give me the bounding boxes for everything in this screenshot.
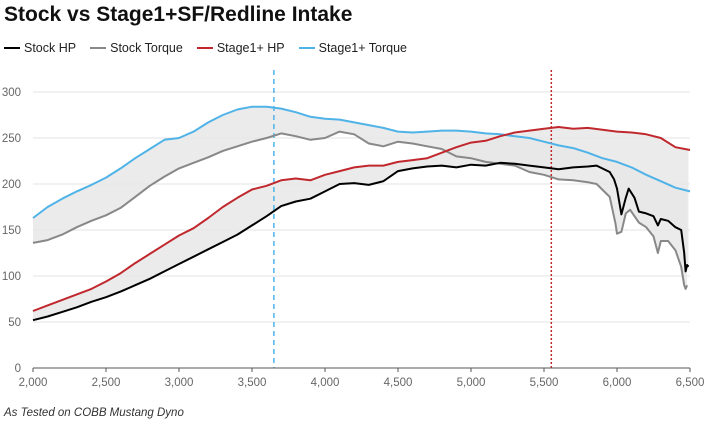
- series-line-stage1-hp: [32, 126, 691, 312]
- legend-item-stock-torque: Stock Torque: [90, 41, 183, 55]
- x-tick-label-3500: 3,500: [238, 377, 267, 389]
- x-tick-label-6500: 6,500: [676, 377, 705, 389]
- band-1: [33, 106, 688, 289]
- x-tick-label-6000: 6,000: [603, 377, 632, 389]
- x-tick-label-2500: 2,500: [92, 377, 121, 389]
- legend-label-stage1-torque: Stage1+ Torque: [318, 41, 407, 55]
- source-note: As Tested on COBB Mustang Dyno: [4, 407, 184, 419]
- series-lines: [32, 105, 691, 322]
- y-tick-label-300: 300: [2, 87, 21, 99]
- x-tick-label-4000: 4,000: [311, 377, 340, 389]
- x-tick-label-3000: 3,000: [165, 377, 194, 389]
- legend-item-stage1-hp: Stage1+ HP: [196, 41, 285, 55]
- legend-label-stage1-hp: Stage1+ HP: [216, 41, 285, 55]
- x-tick-label-5000: 5,000: [457, 377, 486, 389]
- shaded-bands: [33, 106, 689, 321]
- x-tick-label-2000: 2,000: [19, 377, 48, 389]
- reference-lines: [273, 70, 553, 368]
- legend-item-stage1-torque: Stage1+ Torque: [298, 41, 407, 55]
- series-line-stage1-torque: [32, 105, 691, 219]
- legend-item-stock-hp: Stock HP: [4, 41, 76, 55]
- legend-swatch-stock-hp: [4, 47, 20, 49]
- band-0: [33, 127, 689, 321]
- series-line-stock-hp: [32, 161, 690, 322]
- y-tick-label-200: 200: [2, 179, 21, 191]
- legend-label-stock-hp: Stock HP: [24, 41, 77, 55]
- series-line-stock-torque: [32, 130, 689, 290]
- y-tick-label-100: 100: [2, 271, 21, 283]
- chart-title: Stock vs Stage1+SF/Redline Intake: [4, 3, 353, 26]
- legend-swatch-stage1-torque: [298, 47, 315, 49]
- legend-swatch-stock-torque: [90, 47, 107, 49]
- x-tick-label-5500: 5,500: [530, 377, 559, 389]
- axes: 0 50 100 150 200 250 300 2,000 2,500 3,000 3,500 4,…: [2, 87, 705, 389]
- chart-legend: Stock HP Stock Torque Stage1+ HP Stage1+…: [4, 41, 421, 55]
- x-tick-label-4500: 4,500: [384, 377, 413, 389]
- y-tick-label-250: 250: [2, 133, 21, 145]
- y-tick-label-150: 150: [2, 225, 21, 237]
- y-tick-label-0: 0: [15, 363, 21, 375]
- y-tick-label-50: 50: [8, 317, 21, 329]
- legend-swatch-stage1-hp: [196, 47, 213, 49]
- legend-label-stock-torque: Stock Torque: [110, 41, 183, 55]
